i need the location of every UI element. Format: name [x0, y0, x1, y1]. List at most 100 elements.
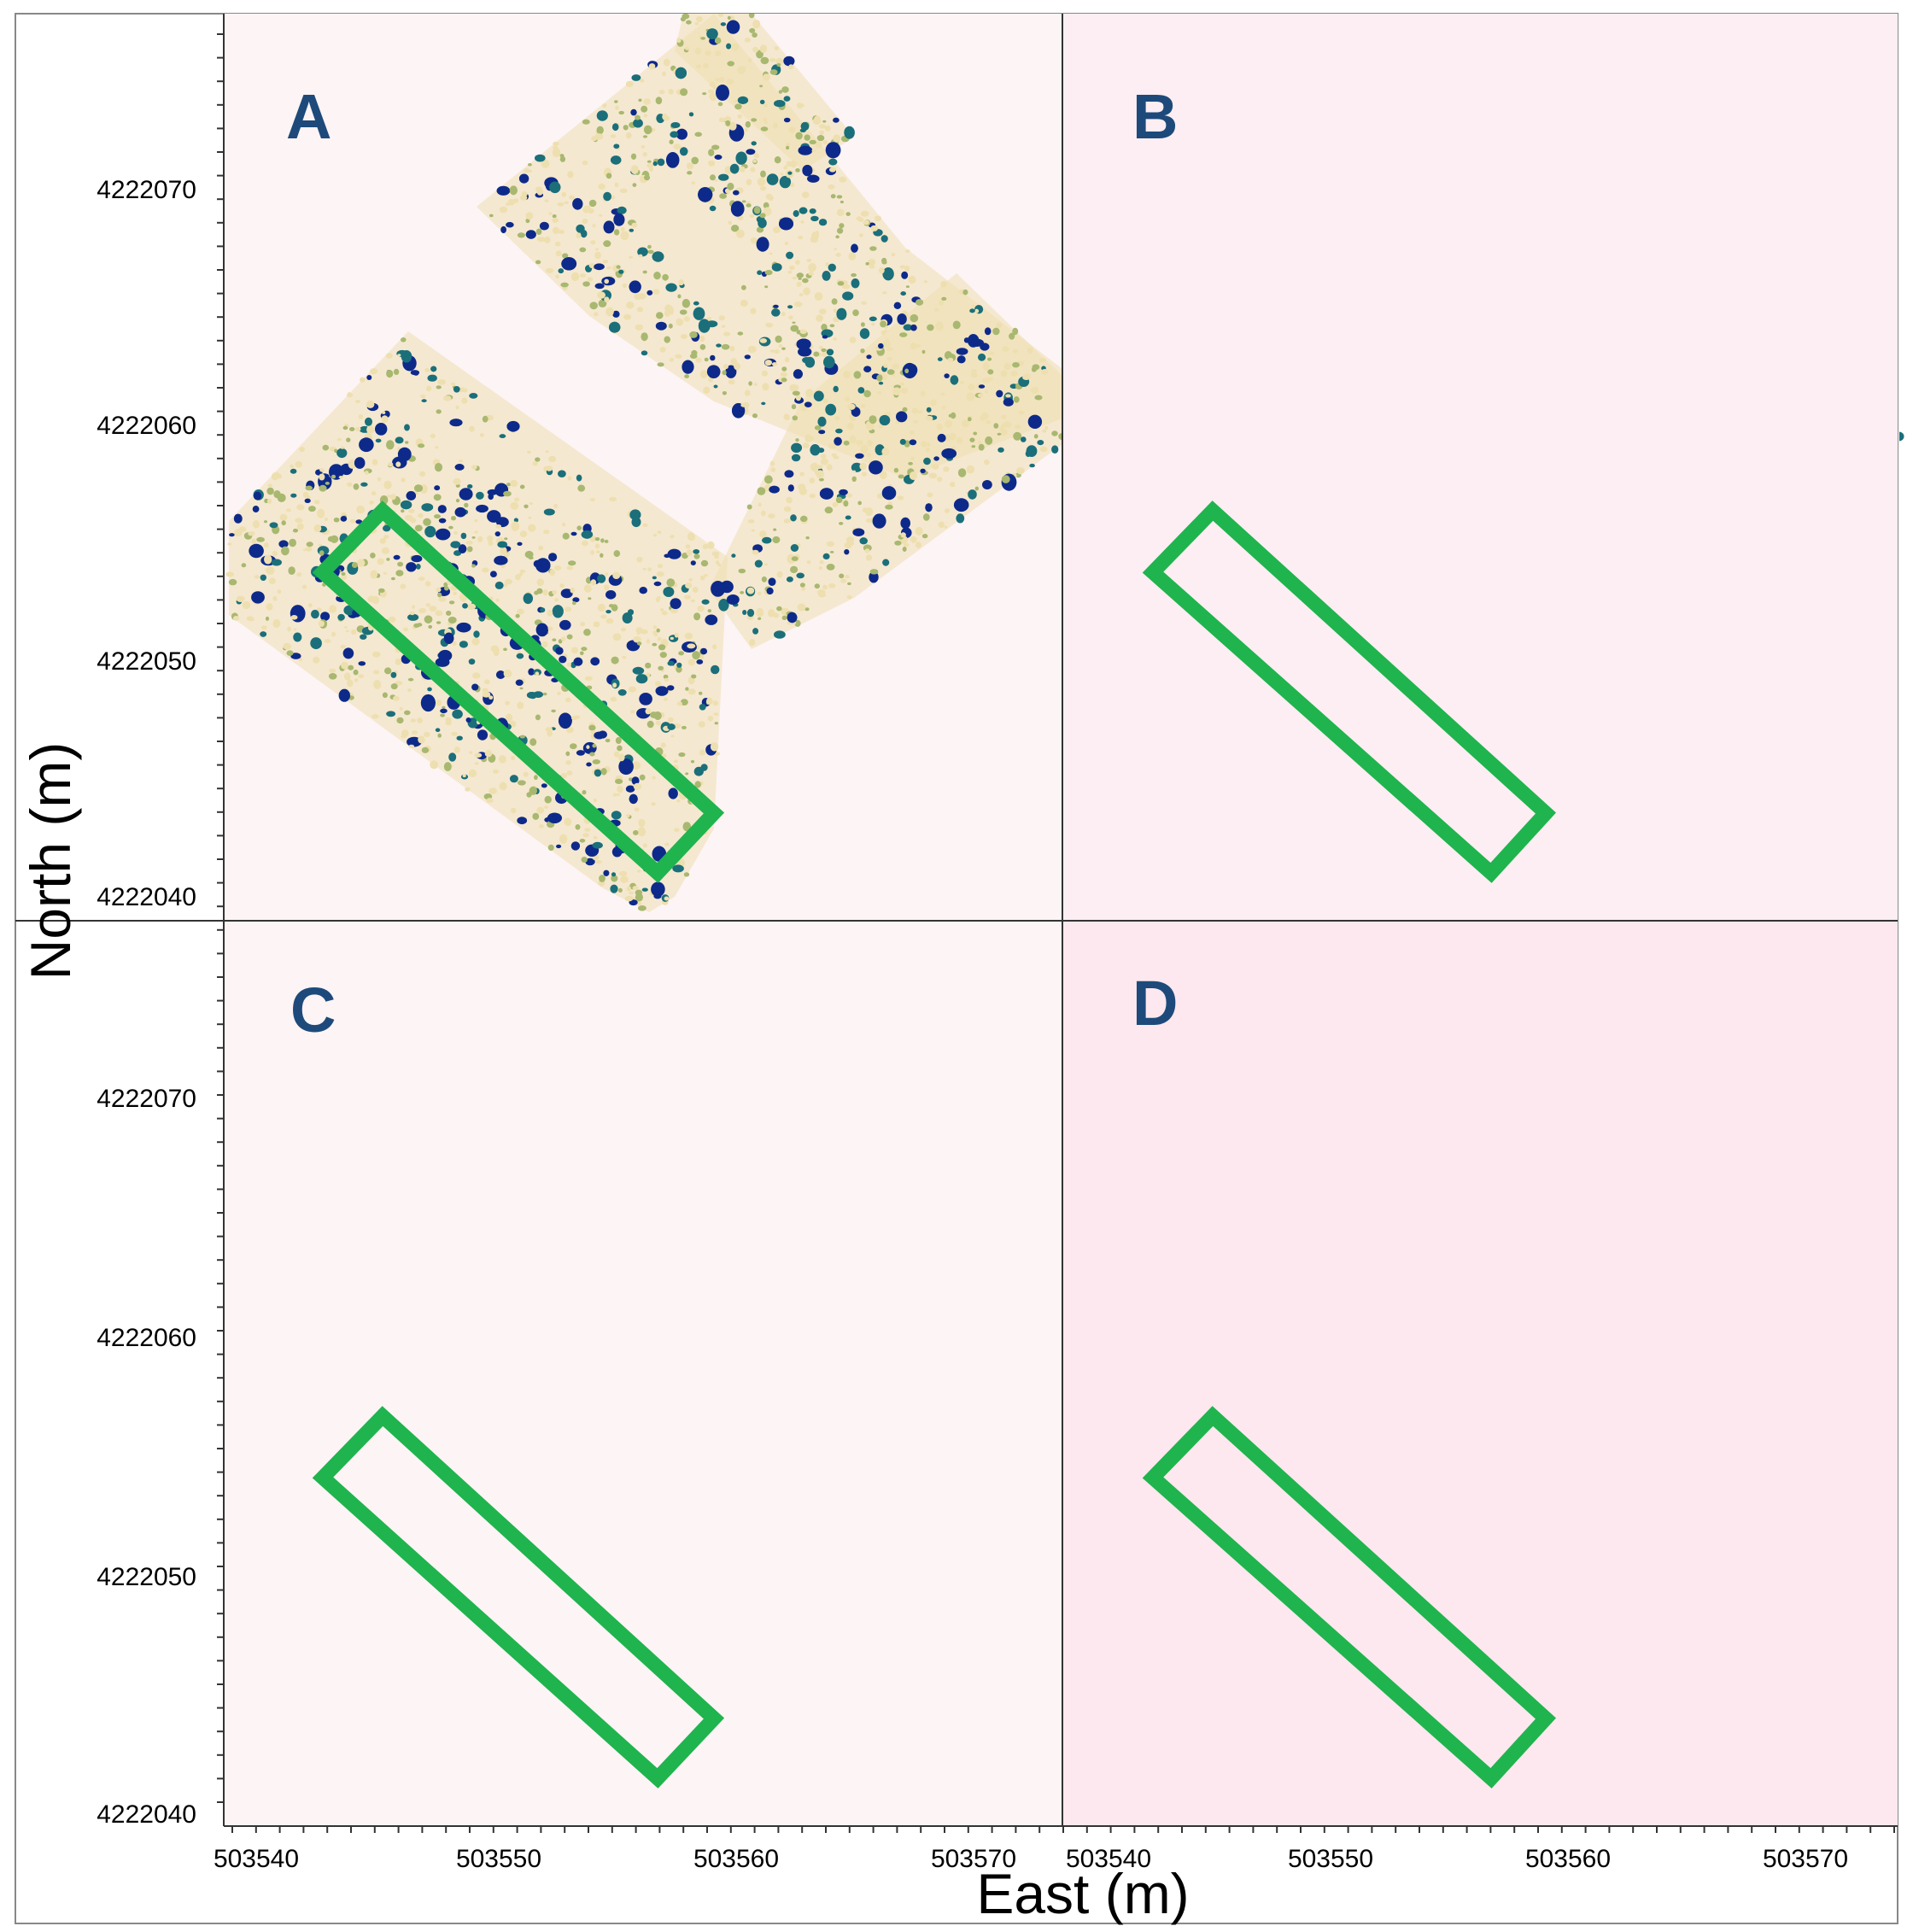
survey-speck — [873, 513, 886, 528]
survey-speck — [839, 223, 844, 228]
survey-speck — [595, 543, 600, 548]
survey-speck — [617, 265, 621, 268]
survey-speck — [703, 63, 709, 69]
survey-speck — [684, 595, 691, 600]
survey-speck — [758, 503, 762, 506]
survey-speck — [436, 409, 442, 413]
survey-speck — [565, 752, 570, 757]
survey-speck — [463, 389, 467, 393]
survey-speck — [636, 557, 642, 563]
survey-speck — [845, 516, 851, 520]
survey-speck — [407, 688, 412, 692]
survey-speck — [1004, 362, 1011, 370]
survey-speck — [435, 446, 438, 448]
survey-speck — [288, 566, 295, 575]
survey-speck — [544, 237, 550, 243]
survey-speck — [367, 595, 375, 602]
survey-speck — [306, 547, 313, 552]
survey-speck — [660, 608, 664, 612]
survey-speck — [699, 319, 711, 332]
survey-speck — [583, 629, 591, 635]
survey-speck — [856, 440, 863, 446]
survey-speck — [360, 378, 365, 383]
survey-speck — [789, 126, 796, 133]
survey-speck — [655, 681, 661, 686]
survey-speck — [311, 610, 319, 618]
survey-speck — [371, 491, 377, 495]
survey-speck — [494, 651, 500, 656]
survey-speck — [534, 775, 538, 780]
survey-speck — [602, 103, 606, 108]
survey-speck — [384, 667, 391, 674]
survey-speck — [770, 69, 778, 75]
survey-speck — [771, 467, 776, 471]
survey-speck — [769, 58, 775, 62]
survey-speck — [707, 365, 721, 378]
survey-speck — [489, 214, 494, 217]
survey-speck — [637, 869, 641, 873]
survey-speck — [543, 693, 547, 695]
survey-speck — [762, 383, 769, 390]
survey-speck — [962, 419, 970, 427]
survey-speck — [652, 289, 659, 295]
survey-speck — [457, 736, 463, 741]
survey-speck — [522, 191, 528, 196]
survey-speck — [465, 787, 470, 792]
survey-speck — [715, 722, 718, 724]
survey-speck — [593, 759, 600, 764]
survey-speck — [687, 549, 693, 556]
survey-speck — [688, 578, 693, 582]
survey-speck — [649, 63, 656, 69]
survey-speck — [341, 645, 346, 649]
survey-speck — [594, 836, 598, 840]
survey-speck — [500, 547, 506, 555]
survey-speck — [752, 47, 758, 53]
survey-speck — [684, 872, 689, 876]
survey-speck — [1021, 436, 1027, 442]
survey-speck — [406, 562, 416, 571]
survey-speck — [629, 687, 636, 693]
survey-speck — [932, 464, 939, 470]
survey-speck — [352, 562, 358, 568]
survey-speck — [529, 738, 536, 746]
survey-speck — [634, 294, 642, 301]
survey-speck — [469, 393, 477, 399]
survey-speck — [723, 364, 728, 369]
survey-speck — [422, 747, 429, 753]
survey-speck — [613, 633, 622, 641]
survey-speck — [1005, 394, 1011, 397]
survey-speck — [910, 325, 917, 331]
survey-speck — [629, 229, 635, 232]
survey-speck — [485, 750, 493, 757]
survey-speck — [559, 713, 572, 729]
survey-speck — [612, 571, 620, 579]
survey-speck — [355, 427, 361, 431]
survey-speck — [532, 461, 537, 465]
survey-speck — [799, 103, 804, 107]
survey-speck — [774, 100, 786, 107]
survey-speck — [567, 476, 571, 481]
survey-speck — [822, 398, 828, 403]
survey-speck — [1051, 445, 1058, 454]
survey-speck — [434, 485, 440, 490]
survey-speck — [870, 569, 879, 574]
survey-speck — [1001, 414, 1006, 419]
survey-speck — [434, 494, 442, 501]
survey-speck — [684, 633, 693, 640]
survey-speck — [881, 258, 886, 263]
survey-speck — [549, 182, 560, 194]
survey-speck — [623, 284, 627, 288]
survey-speck — [524, 168, 529, 173]
survey-speck — [558, 470, 566, 477]
survey-speck — [834, 437, 842, 446]
survey-speck — [745, 38, 751, 43]
survey-speck — [540, 222, 549, 231]
survey-speck — [660, 652, 667, 658]
survey-speck — [453, 531, 458, 535]
survey-speck — [690, 354, 698, 359]
survey-speck — [714, 385, 718, 389]
survey-speck — [1001, 370, 1008, 377]
survey-speck — [757, 270, 762, 275]
survey-speck — [850, 337, 857, 343]
survey-speck — [401, 501, 412, 509]
